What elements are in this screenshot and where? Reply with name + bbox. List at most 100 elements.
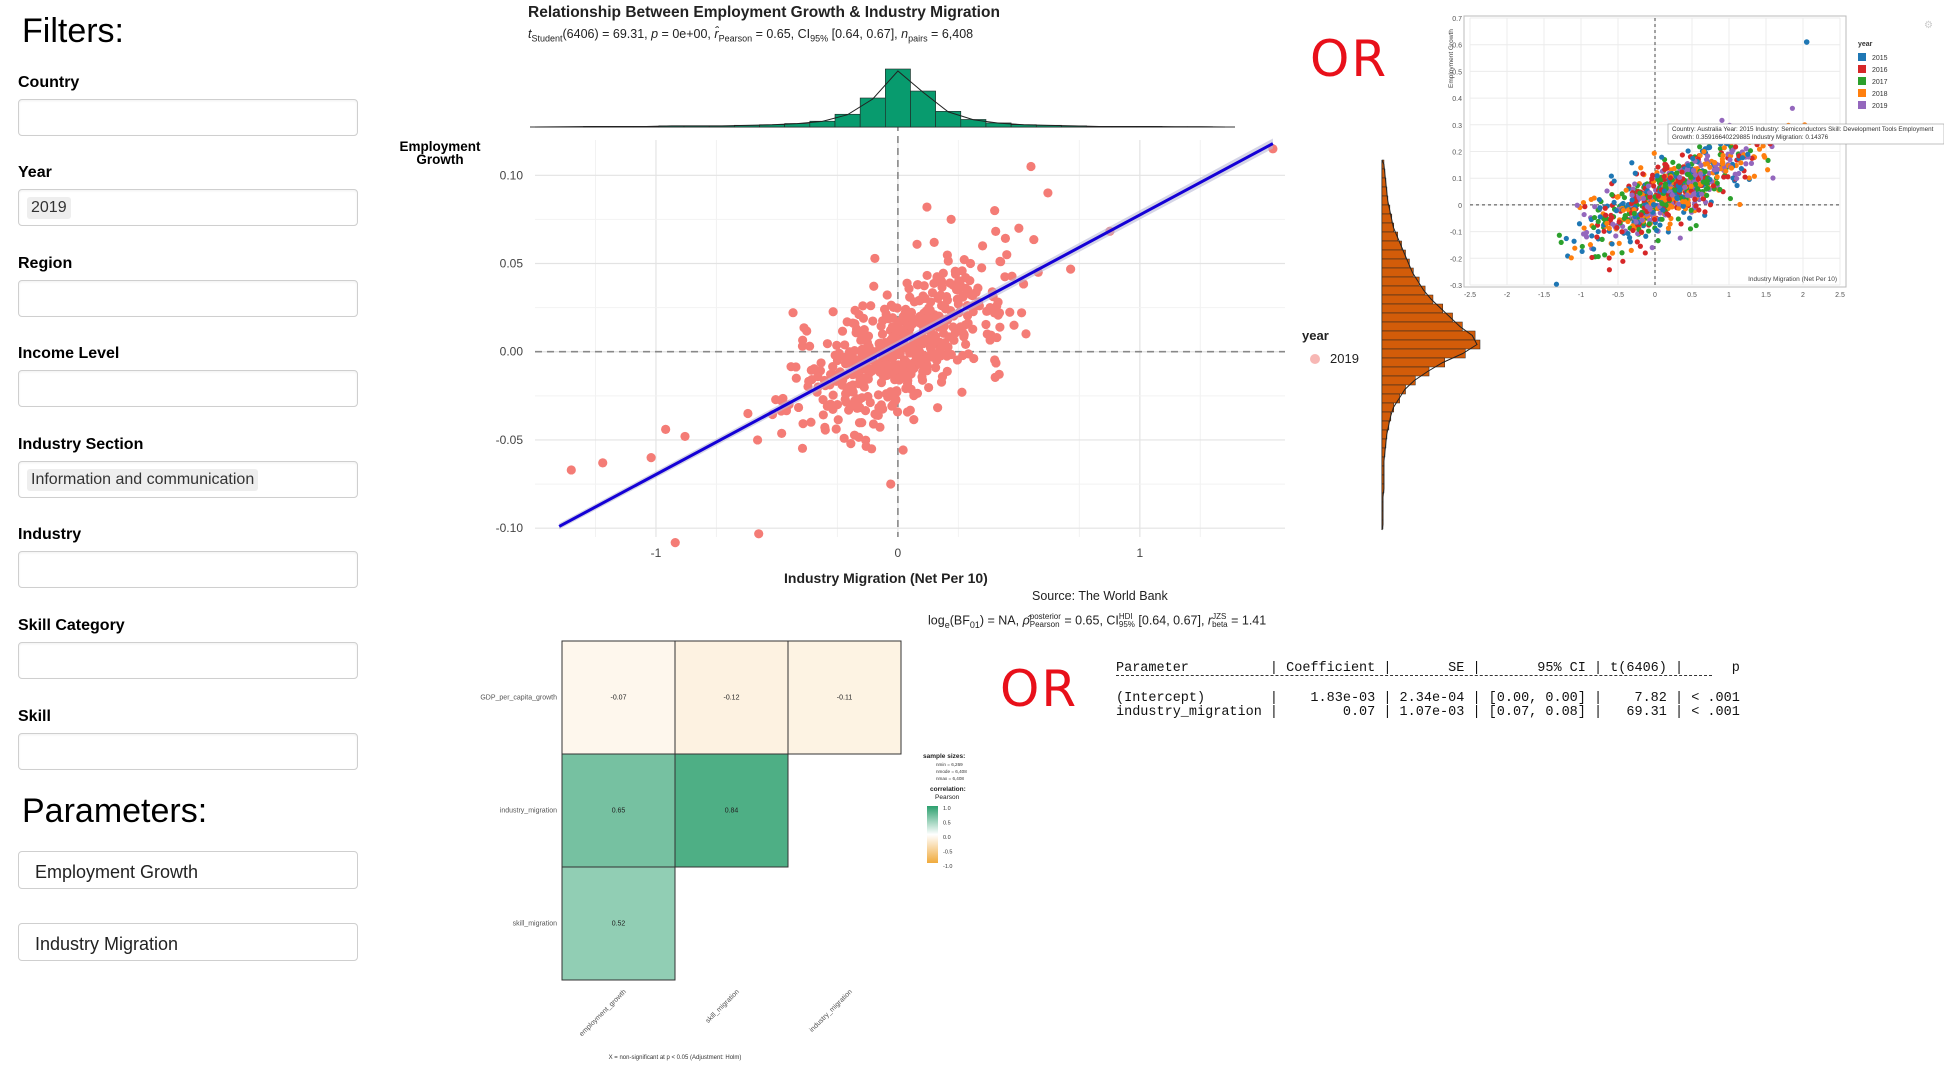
plotly-point [1633,219,1639,225]
filter-selected-chip[interactable]: Information and communication [27,469,259,491]
plotly-x-tick: 1.5 [1761,292,1771,299]
scatter-point [952,355,962,365]
scatter-point [990,355,1000,365]
x-tick-label: -1 [651,546,662,560]
plotly-point [1706,144,1713,150]
plotly-point [1629,160,1635,166]
plotly-point [1602,252,1608,258]
scatter-point [680,431,690,442]
filter-select-skill[interactable] [18,733,358,770]
main-legend-title: year [1302,328,1329,343]
y-tick-label: 0.00 [500,345,524,359]
plotly-point [1604,188,1610,194]
plotly-point [1693,203,1699,209]
plotly-point [1727,195,1733,202]
scatter-point [1014,223,1024,233]
plotly-legend-label: 2018 [1872,91,1888,98]
scatter-point [860,406,871,416]
scatter-point [804,376,814,386]
plotly-point [1608,173,1614,179]
parameter-select-industry-migration[interactable]: Industry Migration [18,923,358,961]
right-histogram-bar [1381,303,1444,314]
scatter-point [851,398,861,408]
plotly-point [1657,222,1663,228]
scatter-point [832,340,842,350]
scatter-point [798,335,808,345]
plotly-point [1589,254,1595,261]
filter-select-industry[interactable] [18,551,358,588]
scatter-point [990,205,1000,216]
x-tick-label: 1 [1136,546,1143,560]
scatter-point [869,281,879,291]
filter-selected-chip[interactable]: 2019 [27,197,71,219]
plotly-point [1732,144,1739,150]
scatter-point [777,428,787,438]
main-legend-label: 2019 [1330,351,1359,366]
plotly-point [1652,216,1658,223]
plotly-point [1677,235,1683,241]
plotly-point [1770,175,1776,181]
filter-select-country[interactable] [18,99,358,136]
plotly-point [1638,165,1644,171]
plotly-point [1609,214,1615,220]
plotly-point [1739,155,1746,161]
filter-select-industry-section[interactable]: Information and communication [18,461,358,498]
scatter-point [818,410,828,420]
plotly-x-tick: -2 [1504,292,1510,299]
plotly-point [1756,146,1763,152]
plotly-x-tick: 0.5 [1687,292,1697,299]
plotly-point [1719,117,1725,123]
scatter-point [952,294,962,304]
heatmap-cell-value: -0.07 [611,695,627,702]
plotly-point [1699,191,1705,197]
heatmap-legend-title-correlation: correlation: [930,786,966,793]
scatter-point [798,419,808,429]
filter-select-region[interactable] [18,280,358,317]
gear-icon[interactable]: ⚙ [1924,20,1933,31]
scatter-point [943,342,953,352]
plotly-point [1589,233,1595,239]
plotly-point [1674,195,1680,202]
scatter-point [926,297,936,307]
x-axis-label: Industry Migration (Net Per 10) [784,570,988,586]
plotly-scatter-plot[interactable]: -2.5 -2 -1.5 -1 -0.5 0 0.5 1 1.5 2 2.5 0.7 0.6 0.5 0.4… [1440,0,1944,320]
scatter-point [828,390,838,400]
plotly-point [1609,250,1616,256]
plotly-point [1677,174,1683,181]
plotly-point [1609,192,1615,198]
scatter-point [923,306,933,316]
plotly-point [1611,199,1617,205]
scatter-point [993,297,1003,307]
scatter-point [840,340,850,350]
scatter-point [909,414,919,425]
scatter-point [943,256,953,266]
plotly-point [1613,233,1619,239]
scatter-point [981,319,991,330]
tooltip-line-1: Country: Australia Year: 2015 Industry: … [1672,126,1934,133]
plotly-point [1621,194,1628,201]
parameters-title: Parameters: [22,792,208,830]
plotly-point [1626,234,1633,241]
plotly-point [1601,228,1607,234]
plotly-point [1614,225,1620,231]
plotly-point [1727,157,1733,163]
scatter-point [936,300,947,311]
plotly-point [1609,241,1615,247]
plotly-point [1695,176,1701,182]
plotly-point [1760,143,1766,149]
scatter-point [919,281,929,291]
plotly-point [1737,201,1743,208]
filter-select-skill-category[interactable] [18,642,358,679]
plotly-point [1638,229,1645,235]
y-tick-label: -0.10 [496,521,524,535]
plotly-point [1688,207,1694,213]
filter-label-industry: Industry [18,526,82,543]
plotly-point [1714,180,1720,186]
parameter-select-employment-growth[interactable]: Employment Growth [18,851,358,889]
plotly-point [1632,170,1638,176]
filter-select-year[interactable]: 2019 [18,189,358,226]
plotly-point [1606,255,1612,261]
y-axis-label: Employment Growth [390,140,490,167]
scatter-point [929,237,939,247]
filter-select-income-level[interactable] [18,370,358,407]
